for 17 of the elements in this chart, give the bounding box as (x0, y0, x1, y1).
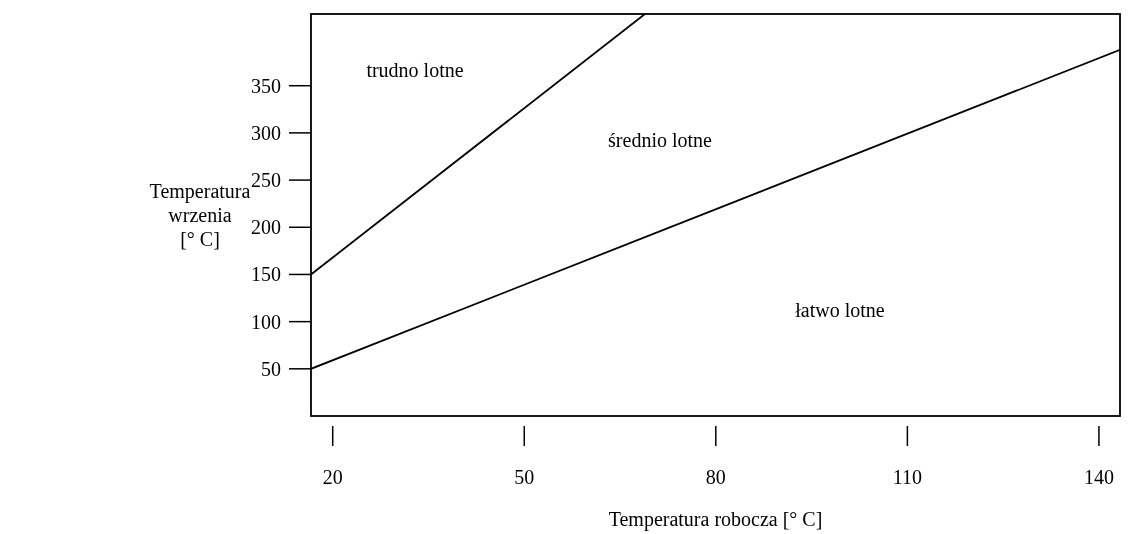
y-tick-label: 50 (261, 357, 281, 380)
y-tick-label: 350 (251, 74, 281, 97)
x-tick-label: 140 (1083, 466, 1114, 488)
x-tick-label: 20 (322, 466, 343, 488)
y-tick-label: 150 (251, 263, 281, 286)
annotation: trudno lotne (366, 59, 464, 81)
y-tick-label: 200 (251, 216, 281, 239)
y-axis-title: Temperatura wrzenia [° C] (149, 180, 251, 250)
y-tick-label: 300 (251, 121, 281, 144)
x-tick-label: 110 (892, 466, 923, 488)
x-axis-title: Temperatura robocza [° C] (608, 508, 823, 531)
y-tick-label: 100 (251, 310, 281, 333)
y-tick-label: 250 (251, 169, 281, 192)
annotation: łatwo lotne (795, 299, 885, 321)
x-tick-label: 80 (705, 466, 726, 488)
annotation: średnio lotne (608, 129, 713, 151)
x-tick-label: 50 (514, 466, 535, 488)
